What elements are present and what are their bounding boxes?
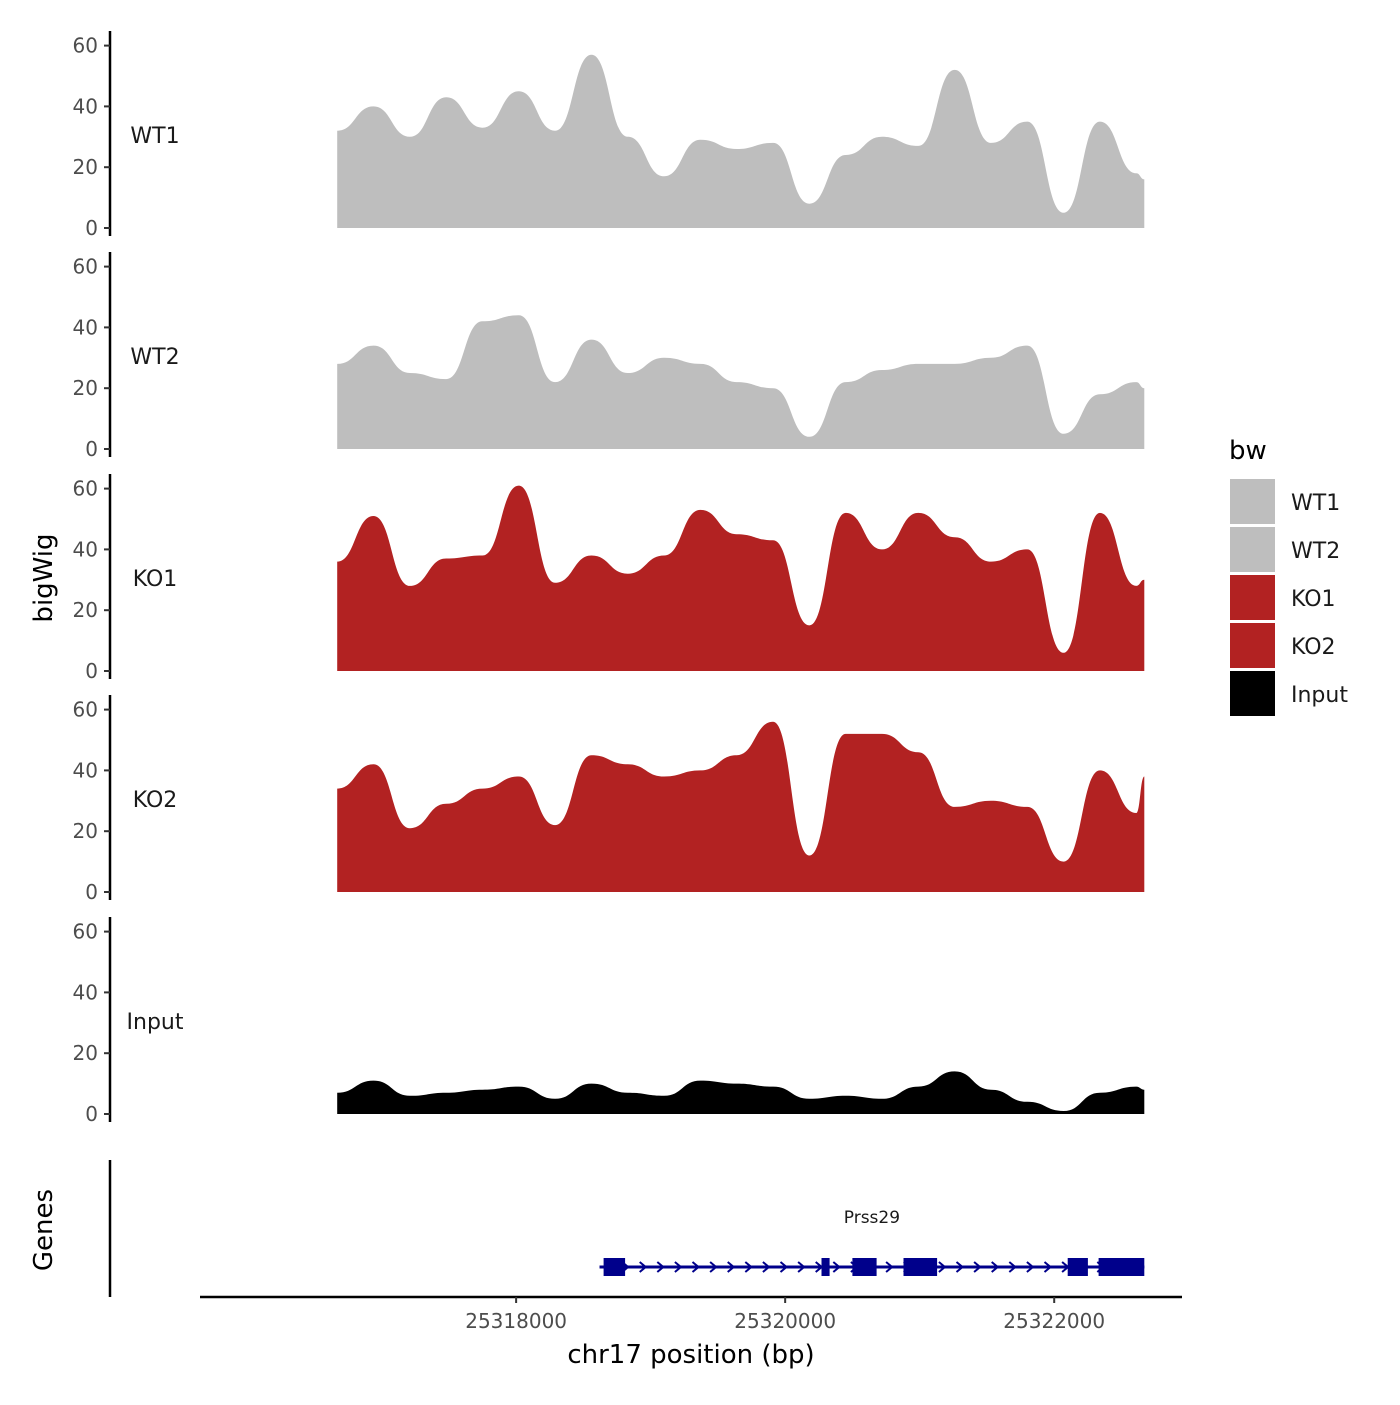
- area-input: [337, 1071, 1145, 1114]
- legend-swatch-wt2: [1230, 527, 1275, 572]
- strand-chevron: [727, 1261, 736, 1273]
- strand-chevron: [674, 1261, 683, 1273]
- legend-swatch-input: [1230, 671, 1275, 716]
- strand-chevron: [709, 1261, 718, 1273]
- area-ko2: [337, 721, 1145, 892]
- gene-exon-6: [1098, 1258, 1145, 1276]
- strand-chevron: [955, 1261, 965, 1273]
- y-tick-label-wt1-40: 40: [73, 94, 98, 118]
- y-tick-label-wt2-20: 20: [73, 376, 98, 400]
- track-label-ko2: KO2: [133, 788, 178, 813]
- gene-name-label: Prss29: [844, 1208, 900, 1228]
- y-tick-label-wt2-40: 40: [73, 315, 98, 339]
- strand-chevron: [973, 1261, 982, 1273]
- strand-chevron: [1026, 1261, 1035, 1273]
- strand-chevron: [762, 1261, 771, 1273]
- y-tick-label-wt2-0: 0: [85, 437, 98, 461]
- y-tick-label-input-20: 20: [73, 1041, 98, 1065]
- y-tick-label-ko1-0: 0: [85, 659, 98, 683]
- x-tick-label-25320000: 25320000: [734, 1309, 836, 1333]
- track-label-input: Input: [127, 1010, 184, 1035]
- y-tick-label-ko1-60: 60: [73, 477, 98, 501]
- track-label-wt1: WT1: [130, 124, 179, 149]
- gene-exon-1: [603, 1258, 626, 1276]
- legend-swatch-ko1: [1230, 575, 1275, 620]
- legend-label-ko2: KO2: [1291, 635, 1336, 660]
- y-tick-label-ko1-20: 20: [73, 598, 98, 622]
- gene-exon-4: [903, 1258, 938, 1276]
- y-tick-label-wt1-20: 20: [73, 155, 98, 179]
- strand-chevron: [797, 1261, 806, 1273]
- y-tick-label-ko2-40: 40: [73, 758, 98, 782]
- area-wt2: [337, 315, 1145, 449]
- legend-swatch-wt1: [1230, 479, 1275, 524]
- y-tick-label-wt1-0: 0: [85, 216, 98, 240]
- x-tick-label-25322000: 25322000: [1003, 1309, 1105, 1333]
- gene-exon-5: [1067, 1258, 1088, 1276]
- y-tick-label-input-0: 0: [85, 1102, 98, 1126]
- strand-chevron: [885, 1261, 894, 1273]
- legend-label-input: Input: [1291, 683, 1348, 708]
- strand-chevron: [691, 1261, 701, 1273]
- track-label-ko1: KO1: [133, 567, 178, 592]
- gene-exon-2: [821, 1258, 830, 1276]
- x-tick-label-25318000: 25318000: [465, 1309, 567, 1333]
- y-tick-label-wt1-60: 60: [73, 34, 98, 58]
- legend-label-ko1: KO1: [1291, 587, 1336, 612]
- strand-chevron: [991, 1261, 1000, 1273]
- y-tick-label-input-60: 60: [73, 920, 98, 944]
- strand-chevron: [832, 1261, 841, 1273]
- legend-swatch-ko2: [1230, 623, 1275, 668]
- area-wt1: [337, 54, 1145, 229]
- y-tick-label-ko1-40: 40: [73, 537, 98, 561]
- legend-label-wt1: WT1: [1291, 491, 1340, 516]
- genes-axis-title: Genes: [29, 1189, 59, 1271]
- track-label-wt2: WT2: [130, 345, 179, 370]
- y-tick-label-input-40: 40: [73, 980, 98, 1004]
- strand-chevron: [744, 1261, 753, 1273]
- strand-chevron: [1008, 1261, 1017, 1273]
- y-tick-label-ko2-0: 0: [85, 880, 98, 904]
- y-tick-label-ko2-60: 60: [73, 698, 98, 722]
- strand-chevron: [656, 1261, 665, 1273]
- strand-chevron: [779, 1261, 789, 1273]
- y-axis-title: bigWig: [29, 533, 59, 622]
- strand-chevron: [639, 1261, 648, 1273]
- gene-exon-3: [852, 1258, 877, 1276]
- y-tick-label-ko2-20: 20: [73, 819, 98, 843]
- legend-label-wt2: WT2: [1291, 539, 1340, 564]
- area-ko1: [337, 485, 1145, 671]
- legend-title: bw: [1229, 436, 1267, 466]
- strand-chevron: [938, 1261, 947, 1273]
- y-tick-label-wt2-60: 60: [73, 255, 98, 279]
- x-axis-title: chr17 position (bp): [567, 1340, 814, 1370]
- strand-chevron: [1043, 1261, 1053, 1273]
